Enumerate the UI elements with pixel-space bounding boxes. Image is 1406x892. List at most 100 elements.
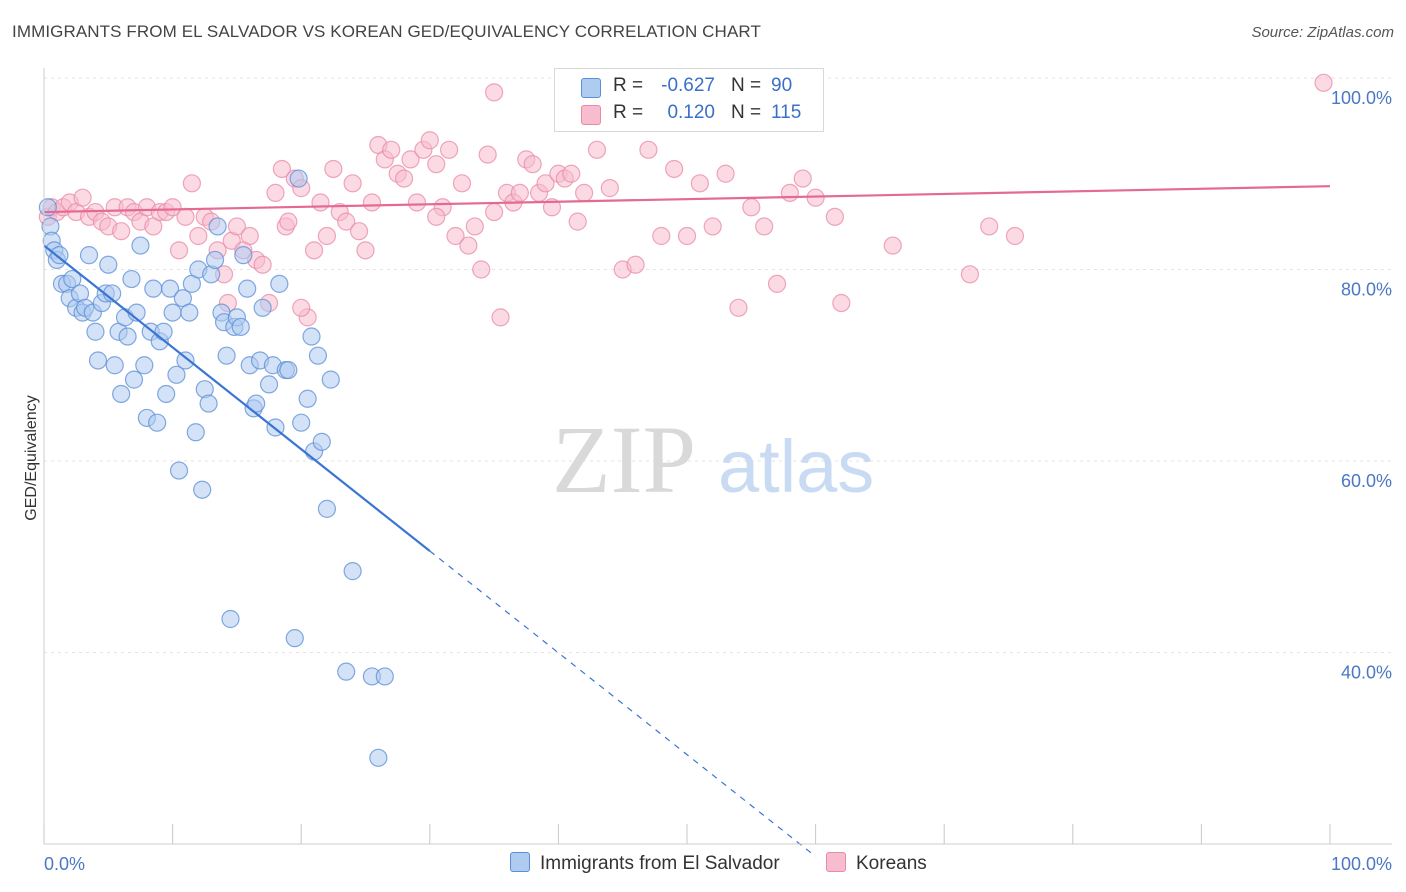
korean-point (980, 217, 999, 236)
korean-point (304, 241, 324, 260)
korean-point (253, 255, 272, 274)
el-salvador-point (124, 370, 144, 389)
el-salvador-point (50, 246, 69, 265)
source-label: Source: ZipAtlas.com (1251, 24, 1394, 41)
korean-point (568, 212, 587, 231)
el-salvador-point (86, 322, 105, 341)
korean-point (401, 150, 420, 169)
el-salvador-point (321, 370, 340, 389)
korean-point (1314, 73, 1333, 92)
korean-point (485, 83, 504, 102)
el-salvador-point (38, 198, 57, 217)
el-salvador-point (270, 274, 289, 293)
korean-point (169, 241, 189, 260)
el-salvador-point (148, 413, 167, 432)
el-salvador-point (176, 351, 195, 370)
korean-point (362, 193, 382, 212)
korean-point (652, 226, 671, 246)
korean-point (382, 140, 401, 159)
el-salvador-point (154, 322, 173, 341)
bottom-legend-label: Immigrants from El Salvador (540, 853, 780, 874)
el-salvador-trend-extension (429, 550, 816, 857)
korean-point (536, 174, 555, 193)
el-salvador-point (131, 236, 150, 255)
korean-point (311, 193, 330, 212)
korean-point (523, 155, 542, 174)
y-tick-label: 100.0% (1331, 88, 1392, 108)
el-salvador-point (247, 394, 266, 413)
el-salvador-point (112, 384, 131, 404)
y-axis-label: GED/Equivalency (23, 395, 40, 520)
y-tick-label: 80.0% (1341, 280, 1392, 300)
legend-swatch-pink (581, 105, 601, 125)
korean-point (690, 174, 709, 193)
el-salvador-point (88, 351, 108, 370)
korean-point (742, 198, 761, 217)
korean-point (465, 217, 484, 236)
legend-r-label: R = (613, 102, 644, 123)
korean-point (485, 202, 504, 222)
korean-point (420, 131, 439, 150)
korean-trend-line (43, 185, 1331, 214)
y-tick-label: 40.0% (1341, 663, 1392, 683)
watermark-atlas: atlas (718, 425, 874, 508)
el-salvador-point (105, 356, 124, 375)
legend-n-label: N = (731, 75, 762, 96)
el-salvador-point (163, 303, 182, 322)
legend-row-koreans: R = 0.120 N = 115 (555, 100, 823, 128)
korean-point (182, 174, 201, 193)
legend-r-value: 0.120 (667, 102, 715, 123)
korean-point (112, 222, 131, 241)
legend-n-value: 90 (771, 75, 793, 96)
korean-point (266, 183, 285, 202)
korean-point (394, 169, 414, 188)
korean-point (176, 207, 195, 226)
korean-point (439, 140, 459, 159)
korean-point (472, 260, 491, 279)
korean-point (279, 212, 298, 231)
korean-point (317, 226, 337, 246)
korean-point (767, 274, 787, 293)
legend-r-label: R = (613, 75, 644, 96)
el-salvador-point (205, 250, 225, 270)
el-salvador-point (169, 461, 189, 480)
korean-point (324, 159, 343, 179)
korean-point (677, 226, 697, 246)
el-salvador-point (337, 662, 356, 681)
el-salvador-point (253, 298, 272, 317)
el-salvador-point (208, 217, 227, 236)
el-salvador-point (234, 246, 253, 265)
watermark-zip: ZIP (552, 406, 696, 513)
korean-point (716, 164, 735, 183)
el-salvador-point (302, 327, 321, 346)
el-salvador-point (292, 413, 311, 432)
korean-point (163, 198, 182, 217)
korean-point (349, 222, 369, 241)
korean-point (562, 164, 581, 183)
el-salvador-point (99, 255, 118, 274)
korean-point (337, 212, 356, 231)
korean-point (626, 255, 645, 274)
korean-point (452, 174, 472, 193)
korean-point (292, 298, 311, 317)
korean-point (883, 236, 902, 255)
bottom-legend-swatch-blue (510, 852, 530, 872)
korean-point (478, 145, 497, 164)
el-salvador-point (118, 327, 137, 346)
el-salvador-point (79, 246, 99, 265)
el-salvador-point (308, 346, 328, 365)
korean-point (960, 265, 980, 284)
korean-point (703, 217, 722, 236)
korean-point (459, 236, 478, 255)
korean-point (665, 159, 684, 179)
el-salvador-point (186, 423, 205, 442)
watermark: ZIP atlas (552, 406, 874, 513)
korean-point (407, 193, 427, 212)
bottom-legend-el-salvador: Immigrants from El Salvador (510, 852, 780, 875)
korean-point (793, 169, 812, 188)
el-salvador-point (279, 360, 298, 380)
korean-point (755, 217, 774, 236)
korean-point (825, 207, 844, 226)
korean-point (1005, 226, 1025, 246)
